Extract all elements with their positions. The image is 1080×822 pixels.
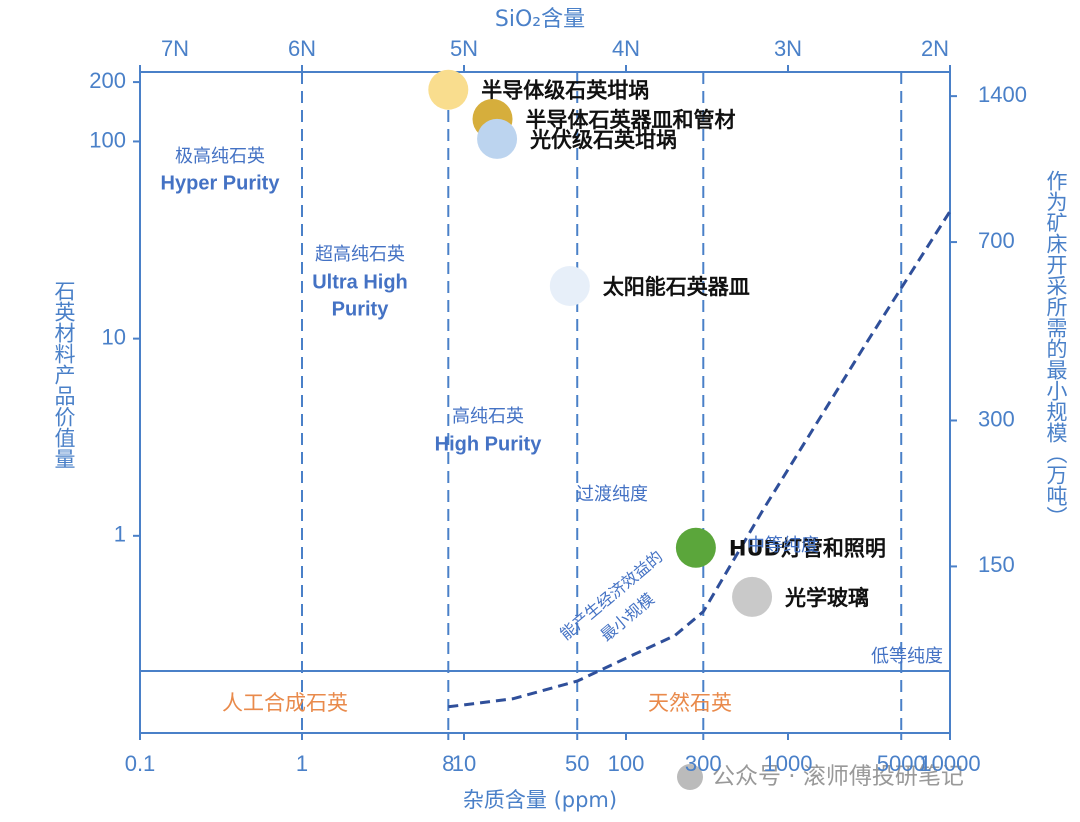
annotation: 超高纯石英 (315, 244, 405, 265)
product-label: 光学玻璃 (784, 586, 869, 610)
product-point (675, 527, 716, 568)
x2-tick-label: 6N (288, 36, 316, 61)
x-tick-label: 10 (452, 751, 476, 776)
y2-tick-label: 1400 (978, 82, 1027, 107)
product-point (549, 265, 590, 306)
annotation: Hyper Purity (161, 172, 281, 194)
x-tick-label: 10000 (919, 751, 980, 776)
annotation: 天然石英 (648, 691, 732, 715)
annotation: 过渡纯度 (576, 484, 648, 505)
x2-tick-label: 3N (774, 36, 802, 61)
x-tick-label: 100 (608, 751, 645, 776)
x-tick-label: 1 (296, 751, 308, 776)
y2-axis-title: 作为矿床开采所需的最小规模（万吨） (1044, 170, 1068, 527)
annotation: 中等纯度 (747, 535, 819, 556)
x-axis-title: 杂质含量 (ppm) (463, 788, 617, 812)
product-point (732, 576, 773, 617)
watermark-icon (677, 764, 703, 790)
y2-tick-label: 300 (978, 406, 1015, 431)
x-tick-label: 5000 (877, 751, 926, 776)
product-label: 光伏级石英坩埚 (529, 128, 677, 152)
annotation: 极高纯石英 (175, 146, 265, 167)
annotation: 低等纯度 (871, 646, 943, 667)
top-axis-title: SiO₂含量 (495, 7, 585, 32)
watermark: 公众号 · 滚师傅投研笔记 (712, 764, 964, 790)
min-scale-curve (448, 210, 952, 709)
x-tick-label: 0.1 (125, 751, 156, 776)
product-label: 半导体石英器皿和管材 (526, 108, 736, 132)
annotation: Purity (332, 298, 390, 320)
x2-tick-label: 7N (161, 36, 189, 61)
product-point (477, 118, 518, 159)
y-tick-label: 1 (114, 522, 126, 547)
y-axis-title: 石英材料产品价值量 (52, 280, 76, 469)
plot-frame (139, 71, 951, 734)
y2-tick-label: 150 (978, 552, 1015, 577)
x-tick-label: 50 (565, 751, 589, 776)
annotation: High Purity (435, 433, 543, 455)
product-label: 半导体级石英坩埚 (481, 79, 649, 103)
y-tick-label: 10 (102, 324, 126, 349)
annotation: 人工合成石英 (222, 691, 348, 715)
x2-tick-label: 5N (450, 36, 478, 61)
y-tick-label: 100 (89, 127, 126, 152)
product-label: HUD灯管和照明 (729, 537, 886, 561)
x-tick-label: 8 (442, 751, 454, 776)
product-label: 太阳能石英器皿 (603, 275, 750, 299)
y2-tick-label: 700 (978, 228, 1015, 253)
x-tick-label: 1000 (764, 751, 813, 776)
x2-tick-label: 4N (612, 36, 640, 61)
x2-tick-label: 2N (921, 36, 949, 61)
annotation: 高纯石英 (452, 406, 524, 427)
annotation: Ultra High (312, 271, 408, 293)
y-tick-label: 200 (89, 68, 126, 93)
x-tick-label: 300 (685, 751, 722, 776)
product-point (428, 69, 469, 110)
